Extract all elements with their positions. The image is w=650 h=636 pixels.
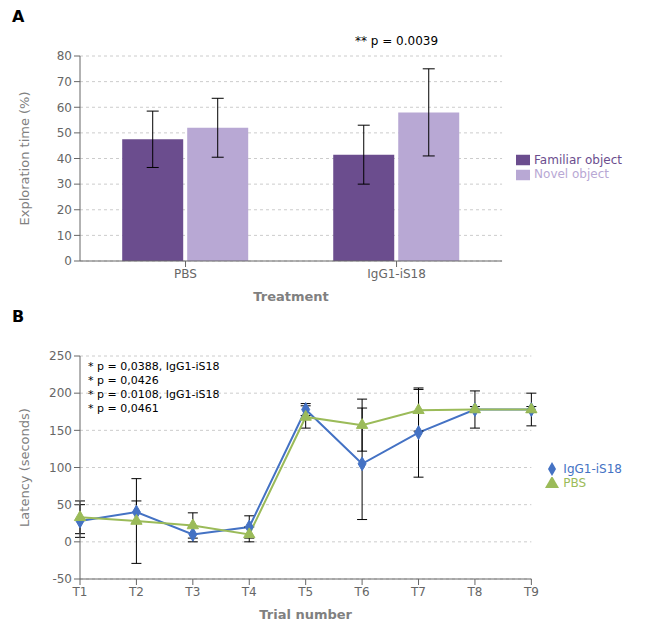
html-text:PBS: PBS	[563, 476, 587, 490]
svg-text:100: 100	[49, 461, 72, 475]
svg-text:Exploration time (%): Exploration time (%)	[17, 91, 32, 225]
html-text:IgG1-iS18: IgG1-iS18	[563, 461, 622, 476]
svg-text:30: 30	[57, 177, 72, 191]
svg-text:80: 80	[57, 49, 72, 63]
svg-text:PBS: PBS	[174, 267, 197, 281]
svg-text:20: 20	[57, 203, 72, 217]
html-text:Familiar object: Familiar object	[534, 152, 622, 167]
svg-text:T1: T1	[72, 585, 88, 599]
svg-text:Treatment: Treatment	[253, 289, 329, 304]
svg-text:Latency (seconds): Latency (seconds)	[17, 408, 32, 527]
svg-text:10: 10	[57, 229, 72, 243]
svg-text:50: 50	[57, 498, 72, 512]
svg-text:40: 40	[57, 152, 72, 166]
html-text:* p = 0,0461: * p = 0,0461	[88, 402, 159, 415]
html-text:A: A	[12, 7, 25, 26]
svg-text:T3: T3	[184, 585, 200, 599]
svg-text:T9: T9	[523, 585, 539, 599]
svg-text:IgG1-iS18: IgG1-iS18	[367, 267, 426, 281]
svg-text:T8: T8	[466, 585, 482, 599]
svg-text:70: 70	[57, 75, 72, 89]
html-text:* p = 0,0388, IgG1-iS18: * p = 0,0388, IgG1-iS18	[88, 360, 220, 373]
svg-text:250: 250	[49, 349, 72, 363]
svg-text:0: 0	[64, 535, 72, 549]
html-text:Novel object: Novel object	[534, 167, 609, 181]
svg-text:60: 60	[57, 101, 72, 115]
svg-text:50: 50	[57, 126, 72, 140]
svg-text:T4: T4	[241, 585, 257, 599]
svg-text:200: 200	[49, 386, 72, 400]
svg-text:0: 0	[64, 254, 72, 268]
svg-text:-50: -50	[52, 572, 72, 586]
svg-text:T7: T7	[410, 585, 426, 599]
svg-text:Trial number: Trial number	[259, 607, 352, 622]
html-text:* p = 0.0108, IgG1-iS18: * p = 0.0108, IgG1-iS18	[88, 388, 220, 401]
svg-text:T6: T6	[354, 585, 370, 599]
html-text:** p = 0.0039: ** p = 0.0039	[354, 34, 439, 48]
svg-text:T5: T5	[297, 585, 313, 599]
html-text:B: B	[12, 307, 25, 326]
html-text:* p = 0,0426: * p = 0,0426	[88, 374, 159, 387]
svg-text:T2: T2	[128, 585, 144, 599]
svg-text:150: 150	[49, 424, 72, 438]
